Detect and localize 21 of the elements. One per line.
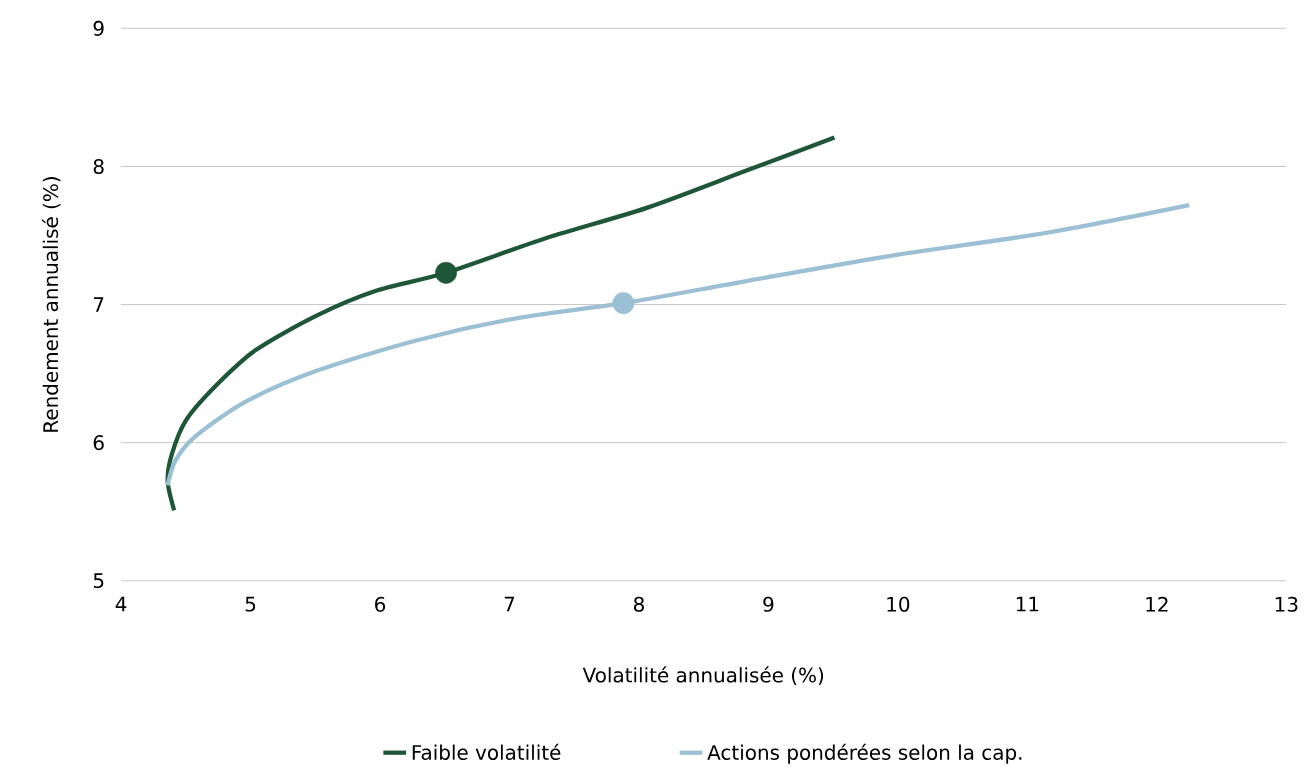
x-tick-label: 10 [887, 596, 910, 612]
x-tick-label: 11 [1016, 596, 1039, 612]
legend-label: Faible volatilité [412, 743, 561, 760]
y-tick-label: 5 [93, 573, 104, 588]
y-tick-label: 7 [93, 297, 104, 312]
line-series [165, 202, 1192, 488]
x-axis-title: Volatilité annualisée (%) [582, 666, 824, 685]
x-tick-label: 7 [504, 596, 515, 612]
y-axis-title: Rendement annualisé (%) [41, 176, 61, 432]
y-tick-label: 8 [93, 158, 104, 174]
x-tick-label: 6 [375, 596, 386, 612]
line-series [165, 135, 837, 513]
x-tick-label: 13 [1275, 596, 1298, 612]
x-tick-label: 4 [115, 596, 127, 612]
x-tick-label: 9 [763, 596, 774, 612]
y-tick-label: 9 [93, 20, 104, 36]
legend-label: Actions pondérées selon la cap. [707, 743, 1022, 764]
x-tick-label: 12 [1146, 596, 1168, 612]
x-tick-label: 5 [245, 596, 256, 612]
x-tick-label: 8 [633, 596, 644, 612]
y-tick-label: 6 [93, 434, 104, 450]
